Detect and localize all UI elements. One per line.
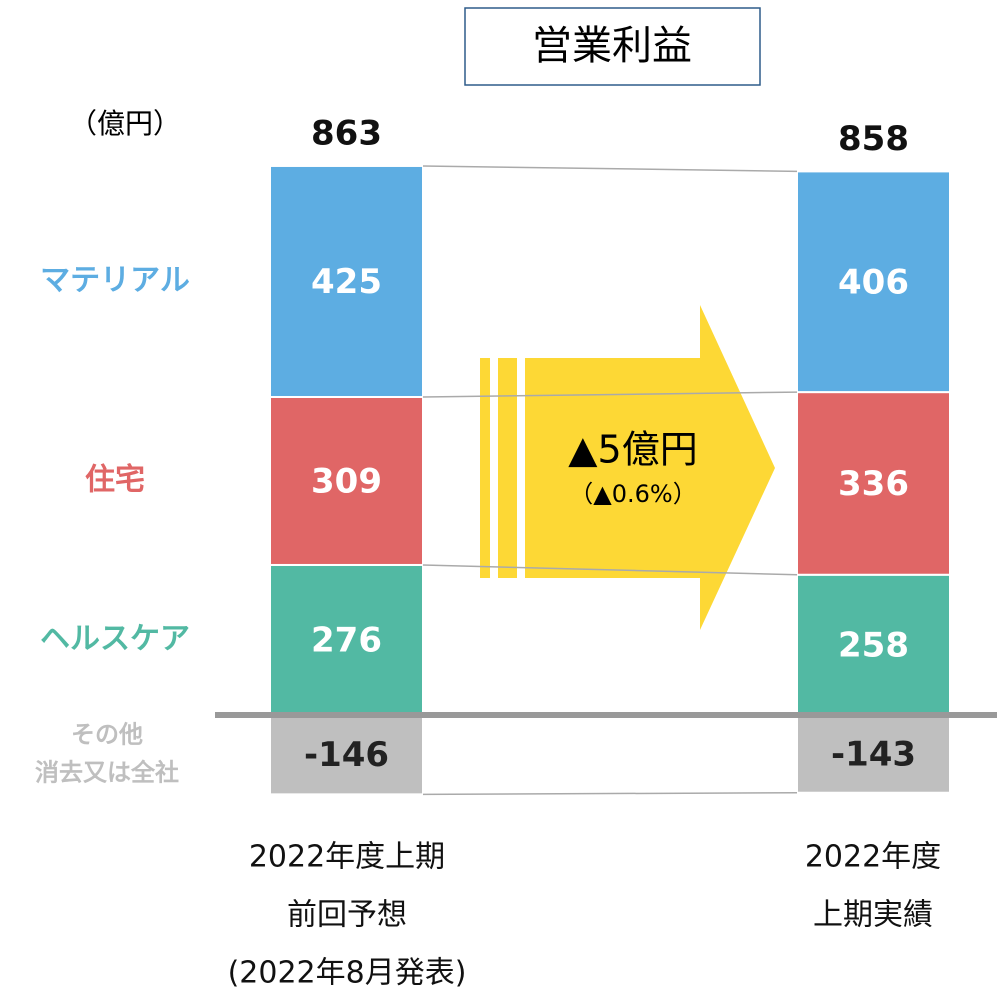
connector <box>422 791 798 796</box>
value-label: 276 <box>311 620 382 660</box>
title-box <box>464 7 761 86</box>
x-tick-label: 2022年度 <box>805 840 941 875</box>
annotation: （▲0.6%） <box>569 480 696 508</box>
connector <box>422 165 798 173</box>
arrow-stripe <box>498 358 517 578</box>
chart-title: 営業利益 <box>532 23 692 69</box>
arrow-body <box>525 305 775 630</box>
bar-segment <box>796 714 951 794</box>
x-tick-label: 2022年度上期 <box>249 840 445 875</box>
legend-label: ヘルスケア <box>40 621 190 656</box>
bar-segment <box>269 395 424 566</box>
legend-label: その他 <box>71 721 143 749</box>
arrow <box>480 305 775 630</box>
value-label: -146 <box>304 735 389 775</box>
unit-label: （億円） <box>69 107 181 140</box>
total-label: 858 <box>838 119 909 159</box>
x-tick-label: 前回予想 <box>287 898 407 933</box>
value-label: 258 <box>838 625 909 665</box>
bar-segment <box>269 563 424 716</box>
arrow-stripe <box>480 358 490 578</box>
legend-label: マテリアル <box>40 263 190 298</box>
total-label: 863 <box>311 113 382 153</box>
connector <box>422 391 798 398</box>
bar-segment <box>796 170 951 394</box>
bar-segment <box>796 573 951 717</box>
bar-segment <box>269 714 424 796</box>
value-label: 336 <box>838 464 909 504</box>
connector <box>422 564 798 576</box>
annotation: ▲5億円 <box>568 428 697 472</box>
x-tick-label: (2022年8月発表) <box>228 956 467 991</box>
x-tick-label: 上期実績 <box>813 898 933 933</box>
bar-segment <box>269 164 424 398</box>
value-label: 425 <box>311 262 382 302</box>
legend-label: 消去又は全社 <box>35 759 179 787</box>
legend-label: 住宅 <box>85 462 145 497</box>
value-label: 309 <box>311 461 382 501</box>
value-label: -143 <box>831 734 916 774</box>
value-label: 406 <box>838 262 909 302</box>
